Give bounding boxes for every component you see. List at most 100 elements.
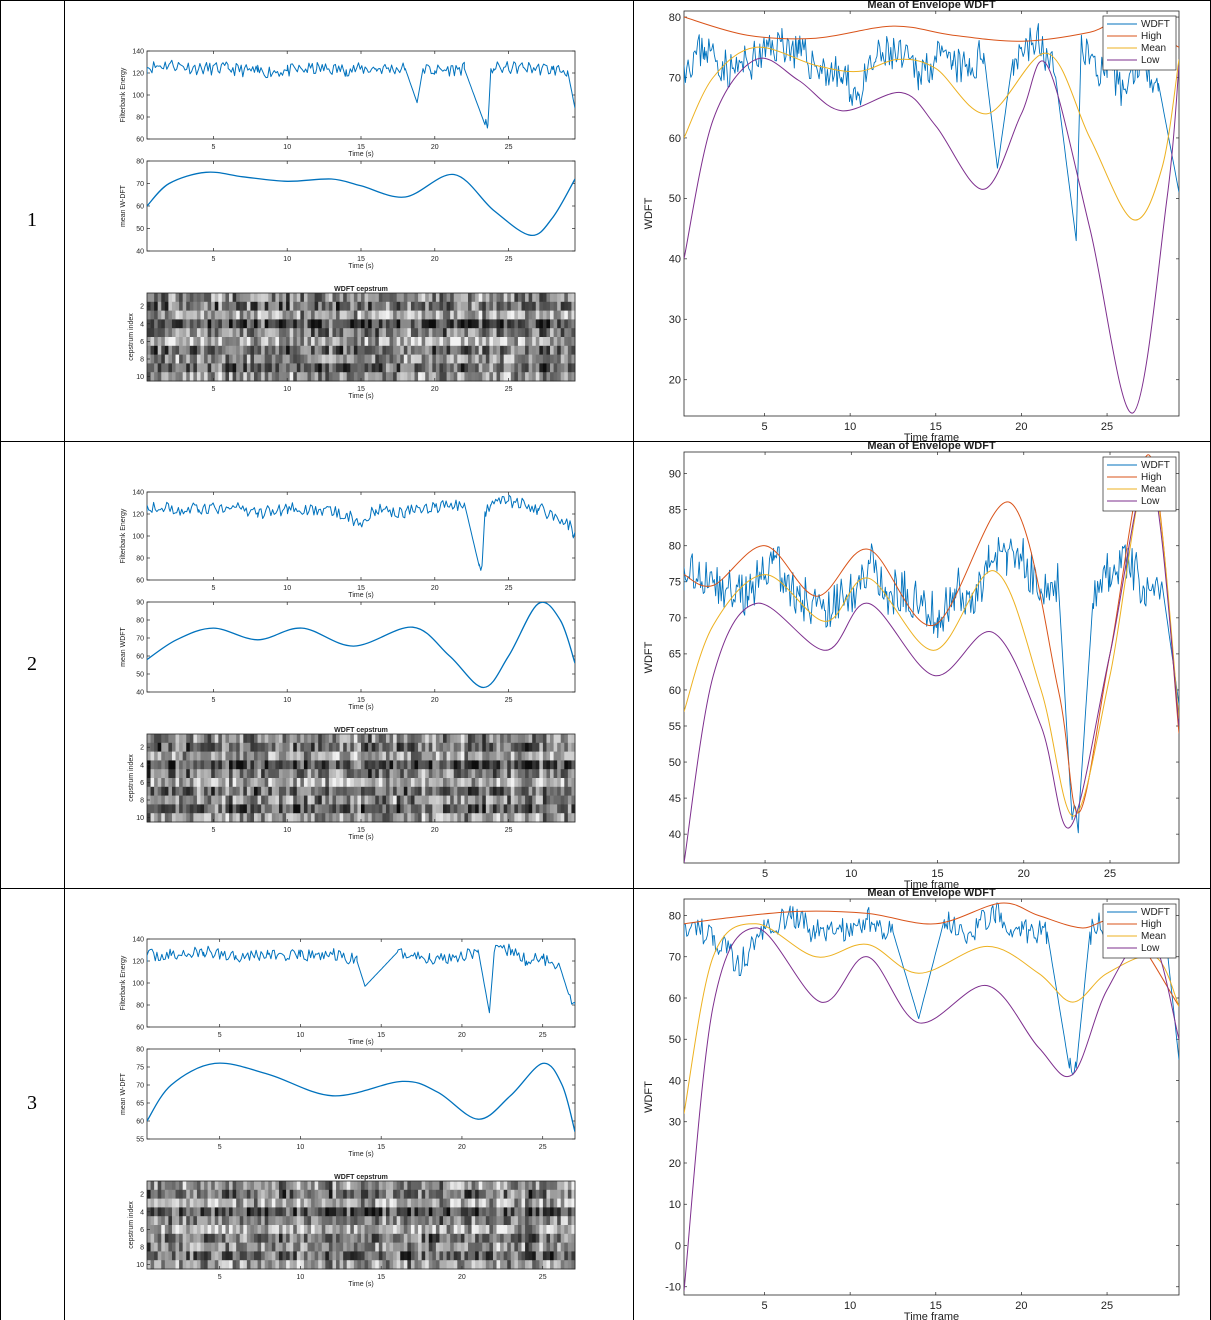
heatmap-cell	[517, 769, 522, 779]
heatmap-cell	[325, 760, 330, 770]
heatmap-cell	[254, 1242, 258, 1252]
heatmap-cell	[553, 1207, 558, 1217]
heatmap-cell	[550, 310, 554, 320]
heatmap-cell	[300, 310, 305, 320]
heatmap-cell	[339, 778, 344, 788]
heatmap-cell	[336, 1207, 340, 1217]
heatmap-cell	[246, 1207, 251, 1217]
heatmap-cell	[214, 1251, 219, 1261]
heatmap-cell	[389, 760, 394, 770]
x-tick-label: 20	[431, 144, 439, 151]
heatmap-cell	[428, 1233, 433, 1243]
heatmap-cell	[353, 760, 358, 770]
heatmap-cell	[246, 734, 251, 744]
heatmap-cell	[482, 337, 487, 347]
heatmap-cell	[264, 328, 269, 338]
heatmap-cell	[286, 293, 291, 303]
heatmap-cell	[457, 751, 462, 761]
heatmap-cell	[346, 1181, 351, 1191]
legend-label: Low	[1141, 943, 1160, 954]
heatmap-cell	[289, 372, 294, 382]
heatmap-cell	[557, 742, 562, 752]
heatmap-cell	[535, 795, 540, 805]
heatmap-cell	[236, 372, 241, 382]
heatmap-cell	[371, 337, 376, 347]
heatmap-cell	[478, 319, 483, 329]
heatmap-cell	[243, 795, 248, 805]
heatmap-cell	[421, 760, 426, 770]
heatmap-cell	[492, 328, 497, 338]
heatmap-cell	[286, 337, 291, 347]
heatmap-cell	[421, 354, 426, 364]
x-tick-label: 20	[458, 1274, 466, 1281]
heatmap-cell	[517, 1260, 522, 1270]
heatmap-cell	[482, 345, 487, 355]
heatmap-cell	[371, 813, 376, 823]
y-tick-label: 60	[136, 1024, 144, 1031]
heatmap-cell	[546, 1207, 551, 1217]
heatmap-cell	[382, 804, 387, 814]
heatmap-cell	[464, 1181, 469, 1191]
y-tick-label: 80	[136, 158, 144, 165]
heatmap-cell	[421, 363, 426, 373]
heatmap-cell	[361, 301, 365, 311]
heatmap-cell	[161, 337, 166, 347]
heatmap-cell	[371, 1198, 376, 1208]
heatmap-cell	[200, 1233, 205, 1243]
heatmap-cell	[289, 1251, 294, 1261]
heatmap-cell	[303, 769, 308, 779]
heatmap-cell	[382, 354, 387, 364]
heatmap-cell	[289, 769, 294, 779]
heatmap-cell	[414, 769, 419, 779]
heatmap-cell	[371, 734, 376, 744]
heatmap-cell	[250, 760, 255, 770]
x-tick-label: 5	[211, 256, 215, 263]
heatmap-cell	[542, 804, 547, 814]
heatmap-cell	[179, 1251, 184, 1261]
heatmap-cell	[510, 1181, 515, 1191]
heatmap-cell	[221, 804, 226, 814]
heatmap-cell	[385, 1242, 390, 1252]
heatmap-cell	[147, 751, 151, 761]
heatmap-cell	[325, 1198, 330, 1208]
heatmap-cell	[214, 1242, 219, 1252]
heatmap-cell	[214, 751, 219, 761]
heatmap-cell	[332, 734, 337, 744]
heatmap-cell	[428, 1181, 433, 1191]
heatmap-cell	[453, 734, 458, 744]
heatmap-cell	[482, 310, 487, 320]
heatmap-cell	[161, 1189, 166, 1199]
heatmap-cell	[211, 1198, 216, 1208]
x-tick-label: 20	[431, 697, 439, 704]
heatmap-cell	[271, 354, 276, 364]
heatmap-cell	[550, 363, 554, 373]
heatmap-cell	[528, 786, 533, 796]
heatmap-cell	[243, 742, 248, 752]
heatmap-cell	[164, 328, 169, 338]
heatmap-cell	[336, 354, 340, 364]
heatmap-cell	[378, 363, 383, 373]
heatmap-cell	[182, 1251, 187, 1261]
heatmap-cell	[510, 804, 515, 814]
heatmap-cell	[368, 1181, 373, 1191]
heatmap-cell	[232, 1216, 237, 1226]
heatmap-cell	[236, 337, 241, 347]
heatmap-cell	[425, 751, 430, 761]
heatmap-cell	[193, 1189, 198, 1199]
heatmap-cell	[179, 354, 184, 364]
heatmap-cell	[571, 1251, 576, 1261]
heatmap-cell	[521, 1260, 526, 1270]
heatmap-cell	[164, 293, 169, 303]
heatmap-cell	[532, 734, 537, 744]
heatmap-cell	[307, 293, 312, 303]
heatmap-cell	[250, 734, 255, 744]
x-tick-label: 5	[218, 1032, 222, 1039]
heatmap-cell	[311, 328, 316, 338]
heatmap-cell	[357, 786, 362, 796]
heatmap-cell	[346, 1260, 351, 1270]
heatmap-cell	[343, 328, 348, 338]
heatmap-cell	[528, 345, 533, 355]
heatmap-cell	[403, 1225, 408, 1235]
heatmap-cell	[435, 319, 440, 329]
